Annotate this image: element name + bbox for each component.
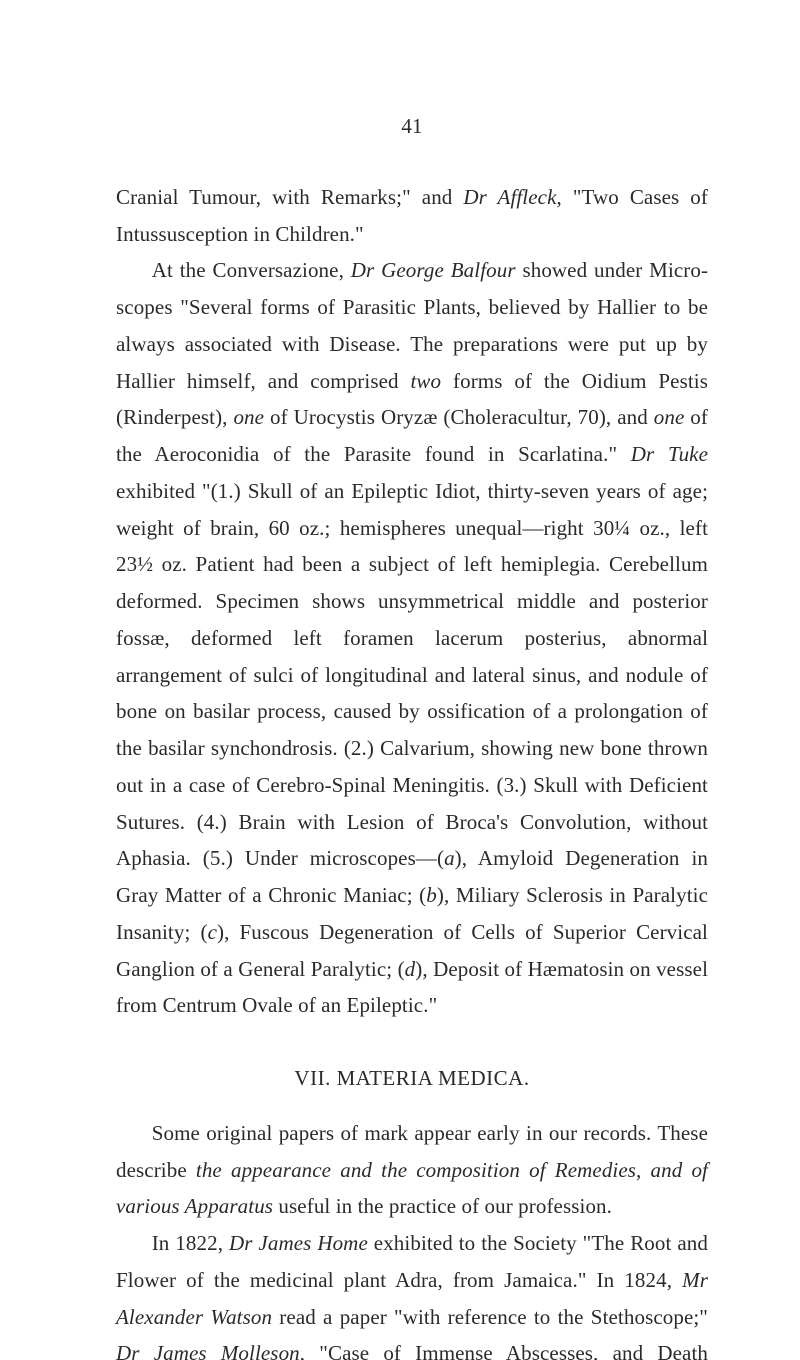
paragraph-2: At the Conversazione, Dr George Balfour … — [116, 252, 708, 1024]
paragraph-4: In 1822, Dr James Home exhibited to the … — [116, 1225, 708, 1360]
text: of Urocystis Oryzæ (Choleracultur, 70), … — [264, 405, 654, 429]
text: In 1822, — [152, 1231, 229, 1255]
author-name: Dr Tuke — [631, 442, 708, 466]
emph: two — [411, 369, 442, 393]
list-letter: a — [444, 846, 455, 870]
text: At the Conversazione, — [152, 258, 351, 282]
emph: one — [654, 405, 685, 429]
author-name: Dr James Home — [229, 1231, 368, 1255]
text: Cranial Tumour, with Remarks;" and Dr Af… — [116, 185, 708, 246]
section-heading: VII. MATERIA MEDICA. — [116, 1060, 708, 1097]
text: read a paper "with reference to the Stet… — [272, 1305, 708, 1329]
paragraph-3: Some original papers of mark appear earl… — [116, 1115, 708, 1225]
list-letter: b — [426, 883, 437, 907]
text: exhibited "(1.) Skull of an Epileptic Id… — [116, 479, 708, 871]
author-name: Dr James Molleson — [116, 1341, 300, 1360]
body-text: Cranial Tumour, with Remarks;" and Dr Af… — [116, 179, 708, 1360]
page: 41 Cranial Tumour, with Remarks;" and Dr… — [0, 0, 800, 1360]
author-name: Dr George Balfour — [351, 258, 516, 282]
page-number: 41 — [116, 108, 708, 145]
text: useful in the practice of our profession… — [273, 1194, 612, 1218]
list-letter: c — [208, 920, 217, 944]
paragraph-1: Cranial Tumour, with Remarks;" and Dr Af… — [116, 179, 708, 253]
list-letter: d — [405, 957, 416, 981]
emph: one — [233, 405, 264, 429]
